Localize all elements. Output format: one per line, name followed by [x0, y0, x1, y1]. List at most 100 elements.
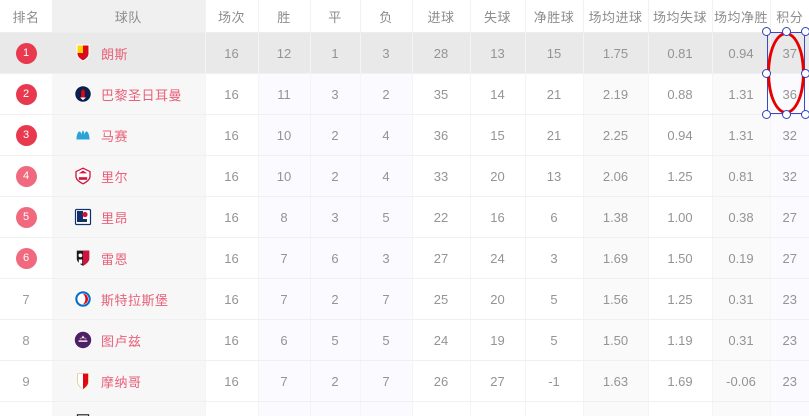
cell-team[interactable]: 摩纳哥 — [52, 360, 206, 402]
cell-win: 7 — [258, 237, 311, 279]
team-name-label[interactable]: 摩纳哥 — [101, 374, 142, 390]
column-header-team[interactable]: 球队 — [52, 0, 206, 33]
cell-draw: 5 — [310, 319, 361, 361]
cell-goals-against: 27 — [470, 360, 526, 402]
monaco-crest-icon — [74, 372, 92, 390]
table-body: 1 朗斯 16 12 1 3 28 13 15 1.75 0.81 0.94 37 2 巴黎圣日耳曼 16 11… — [0, 32, 809, 416]
cell-draw: 2 — [310, 278, 361, 320]
cell-goals-for-per-game: 2.25 — [583, 114, 649, 156]
cell-goals-for-per-game: 1.75 — [583, 32, 649, 74]
column-header-goals-for[interactable]: 进球 — [412, 0, 471, 33]
table-row[interactable]: 1 朗斯 16 12 1 3 28 13 15 1.75 0.81 0.94 37 — [0, 32, 809, 74]
cell-goals-for-per-game: 2.06 — [583, 155, 649, 197]
column-header-loss[interactable]: 负 — [360, 0, 413, 33]
cell-goal-diff-per-game: 1.31 — [712, 114, 771, 156]
team-name-label[interactable]: 马赛 — [101, 128, 129, 144]
cell-win: 7 — [258, 278, 311, 320]
cell-team[interactable]: 斯特拉斯堡 — [52, 278, 206, 320]
column-header-goal-diff-per-game[interactable]: 场均净胜 — [712, 0, 771, 33]
cell-draw: 2 — [310, 114, 361, 156]
table-row[interactable]: 10尼斯166461718-11.061.13-0.0622 — [0, 401, 809, 416]
cell-points: 27 — [770, 237, 809, 279]
cell-goal-difference: 15 — [525, 32, 584, 74]
cell-goals-for-per-game: 1.06 — [583, 401, 649, 416]
column-header-goals-against[interactable]: 失球 — [470, 0, 526, 33]
cell-goals-for: 28 — [412, 32, 471, 74]
rennes-crest-icon — [74, 249, 92, 267]
cell-points: 32 — [770, 155, 809, 197]
team-name-label[interactable]: 雷恩 — [101, 251, 129, 267]
cell-goals-for: 25 — [412, 278, 471, 320]
column-header-goals-for-per-game[interactable]: 场均进球 — [583, 0, 649, 33]
cell-team[interactable]: 尼斯 — [52, 401, 206, 416]
table-row[interactable]: 8 图卢兹 16 6 5 5 24 19 5 1.50 1.19 0.31 23 — [0, 319, 809, 361]
cell-rank: 3 — [0, 114, 52, 156]
table-row[interactable]: 3 马赛 16 10 2 4 36 15 21 2.25 0.94 1.31 32 — [0, 114, 809, 156]
table-row[interactable]: 6 雷恩 16 7 6 3 27 24 3 1.69 1.50 0.19 27 — [0, 237, 809, 279]
table-row[interactable]: 9 摩纳哥 16 7 2 7 26 27 -1 1.63 1.69 -0.06 23 — [0, 360, 809, 402]
table-row[interactable]: 4 里尔 16 10 2 4 33 20 13 2.06 1.25 0.81 32 — [0, 155, 809, 197]
toulouse-crest-icon — [74, 331, 92, 349]
cell-team[interactable]: 里昂 — [52, 196, 206, 238]
cell-goal-difference: 5 — [525, 319, 584, 361]
lille-crest-icon — [74, 167, 92, 185]
column-header-goal-difference[interactable]: 净胜球 — [525, 0, 584, 33]
rank-number: 7 — [22, 291, 30, 307]
column-header-points[interactable]: 积分 — [770, 0, 809, 33]
cell-goals-for-per-game: 2.19 — [583, 73, 649, 115]
cell-rank: 4 — [0, 155, 52, 197]
team-name-label[interactable]: 里尔 — [101, 169, 129, 185]
team-name-label[interactable]: 里昂 — [101, 210, 129, 226]
team-name-label[interactable]: 朗斯 — [101, 46, 129, 62]
rank-number: 8 — [22, 332, 30, 348]
lyon-crest-icon — [74, 208, 92, 226]
cell-goals-against-per-game: 1.00 — [648, 196, 713, 238]
cell-goals-against: 14 — [470, 73, 526, 115]
cell-played: 16 — [205, 155, 259, 197]
table-header: 排名 球队 场次 胜 平 负 进球 失球 净胜球 场均进球 场均失球 场均净胜 … — [0, 0, 809, 33]
cell-team[interactable]: 图卢兹 — [52, 319, 206, 361]
cell-team[interactable]: 雷恩 — [52, 237, 206, 279]
strasbourg-crest-icon — [74, 290, 92, 308]
cell-points: 23 — [770, 319, 809, 361]
rank-badge: 2 — [15, 83, 37, 105]
table-row[interactable]: 7 斯特拉斯堡 16 7 2 7 25 20 5 1.56 1.25 0.31 23 — [0, 278, 809, 320]
cell-played: 16 — [205, 73, 259, 115]
cell-loss: 2 — [360, 73, 413, 115]
cell-rank: 5 — [0, 196, 52, 238]
cell-goals-against-per-game: 1.25 — [648, 278, 713, 320]
rank-badge: 5 — [15, 206, 37, 228]
cell-goal-diff-per-game: 0.38 — [712, 196, 771, 238]
column-header-draw[interactable]: 平 — [310, 0, 361, 33]
column-header-played[interactable]: 场次 — [205, 0, 259, 33]
cell-team[interactable]: 朗斯 — [52, 32, 206, 74]
cell-points: 36 — [770, 73, 809, 115]
cell-played: 16 — [205, 114, 259, 156]
column-header-rank[interactable]: 排名 — [0, 0, 52, 33]
cell-rank: 9 — [0, 360, 52, 402]
team-name-label[interactable]: 巴黎圣日耳曼 — [101, 87, 183, 103]
cell-team[interactable]: 巴黎圣日耳曼 — [52, 73, 206, 115]
cell-goals-against: 20 — [470, 278, 526, 320]
cell-played: 16 — [205, 196, 259, 238]
column-header-win[interactable]: 胜 — [258, 0, 311, 33]
cell-goals-for-per-game: 1.38 — [583, 196, 649, 238]
cell-goals-against: 24 — [470, 237, 526, 279]
column-header-goals-against-per-game[interactable]: 场均失球 — [648, 0, 713, 33]
team-name-label[interactable]: 尼斯 — [101, 413, 128, 416]
cell-win: 7 — [258, 360, 311, 402]
cell-team[interactable]: 里尔 — [52, 155, 206, 197]
cell-goals-against-per-game: 1.13 — [648, 401, 713, 416]
table-row[interactable]: 5 里昂 16 8 3 5 22 16 6 1.38 1.00 0.38 27 — [0, 196, 809, 238]
cell-goals-against: 13 — [470, 32, 526, 74]
team-name-label[interactable]: 斯特拉斯堡 — [101, 292, 169, 308]
cell-goal-diff-per-game: 0.19 — [712, 237, 771, 279]
team-name-label[interactable]: 图卢兹 — [101, 333, 142, 349]
cell-goals-against-per-game: 0.81 — [648, 32, 713, 74]
cell-win: 10 — [258, 155, 311, 197]
cell-goals-for: 35 — [412, 73, 471, 115]
cell-goal-diff-per-game: 0.31 — [712, 278, 771, 320]
table-row[interactable]: 2 巴黎圣日耳曼 16 11 3 2 35 14 21 2.19 0.88 1.31 36 — [0, 73, 809, 115]
cell-team[interactable]: 马赛 — [52, 114, 206, 156]
